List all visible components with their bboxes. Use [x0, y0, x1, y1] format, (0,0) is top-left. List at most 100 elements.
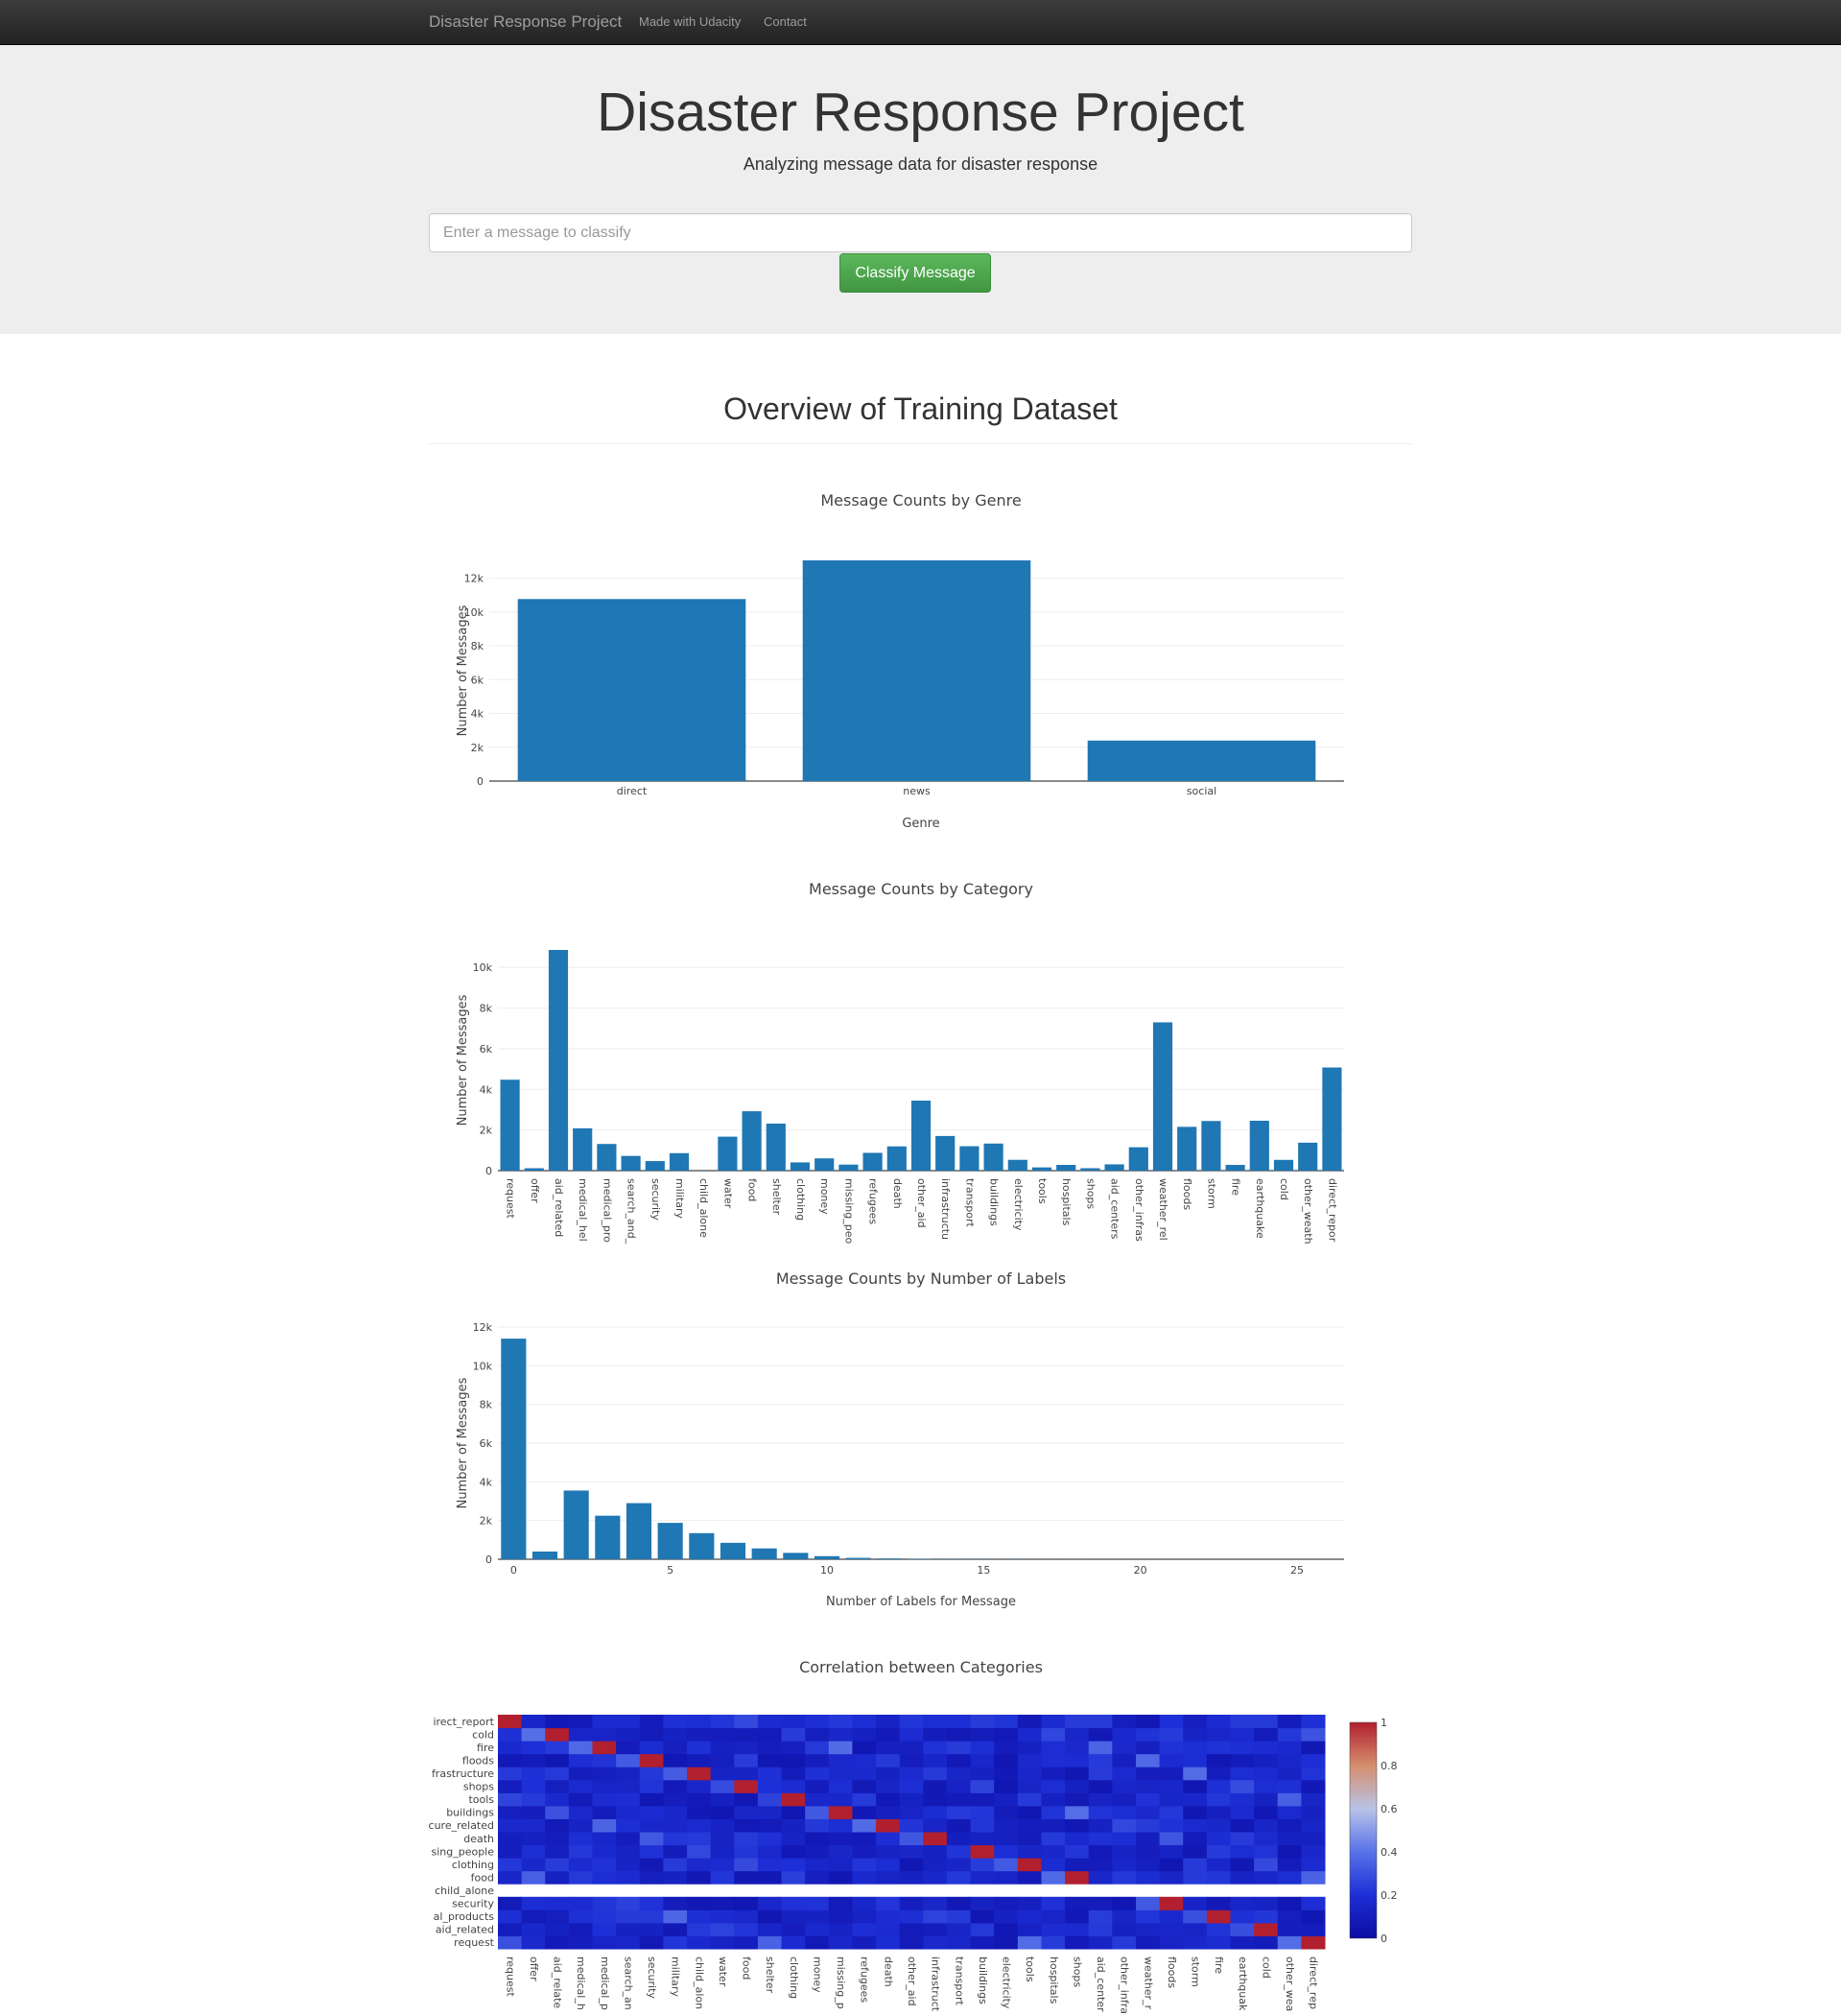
heatmap-cell	[710, 1935, 735, 1950]
heatmap-cell	[828, 1792, 853, 1807]
heatmap-cell	[852, 1844, 877, 1859]
x-tick-label: missing_peo	[842, 1178, 855, 1244]
y-tick-label: 6k	[480, 1043, 493, 1055]
heatmap-cell	[663, 1805, 688, 1819]
heatmap-cell	[1230, 1870, 1255, 1885]
x-tick-label: security	[646, 1957, 658, 1999]
bar	[910, 1101, 932, 1171]
heatmap-cell	[616, 1922, 641, 1936]
navbar-brand[interactable]: Disaster Response Project	[429, 12, 623, 31]
heatmap-cell	[521, 1935, 546, 1950]
x-tick-label: child_alone	[697, 1178, 710, 1238]
heatmap-cell	[592, 1909, 617, 1924]
section-divider	[429, 443, 1412, 444]
heatmap-cell	[687, 1818, 712, 1833]
heatmap-cell	[828, 1715, 853, 1729]
heatmap-cell	[899, 1792, 924, 1807]
heatmap-cell	[1277, 1935, 1302, 1950]
heatmap-cell	[1254, 1858, 1279, 1872]
heatmap-cell	[994, 1753, 1019, 1767]
heatmap-cell	[994, 1741, 1019, 1755]
classify-message-button[interactable]: Classify Message	[839, 253, 991, 293]
heatmap-cell	[1041, 1753, 1066, 1767]
heatmap-cell	[616, 1896, 641, 1910]
y-tick-label: 10k	[473, 961, 493, 974]
heatmap-cell	[592, 1715, 617, 1729]
chart-title: Message Counts by Number of Labels	[776, 1269, 1066, 1288]
heatmap-cell	[639, 1858, 664, 1872]
x-tick-label: other_infra	[1119, 1957, 1131, 2014]
heatmap-cell	[1088, 1909, 1113, 1924]
heatmap-cell	[1159, 1858, 1184, 1872]
heatmap-cell	[568, 1909, 594, 1924]
x-tick-label: 0	[510, 1564, 517, 1577]
heatmap-cell	[1135, 1741, 1161, 1755]
heatmap-cell	[970, 1832, 995, 1846]
heatmap-cell	[876, 1767, 901, 1781]
heatmap-cell	[1183, 1844, 1208, 1859]
colorbar-tick-label: 1	[1381, 1717, 1387, 1729]
heatmap-cell	[852, 1896, 877, 1910]
message-input[interactable]	[429, 213, 1412, 252]
heatmap-cell	[1254, 1844, 1279, 1859]
heatmap-cell	[1065, 1909, 1090, 1924]
heatmap-cell	[852, 1805, 877, 1819]
heatmap-cell	[1065, 1922, 1090, 1936]
heatmap-cell	[1112, 1896, 1137, 1910]
heatmap-cell	[1088, 1741, 1113, 1755]
heatmap-cell	[734, 1935, 759, 1950]
y-tick-label: 4k	[471, 708, 484, 721]
heatmap-cell	[1017, 1844, 1042, 1859]
heatmap-cell	[687, 1792, 712, 1807]
heatmap-cell	[1088, 1858, 1113, 1872]
heatmap-cell	[639, 1935, 664, 1950]
y-tick-label: 8k	[471, 640, 484, 652]
heatmap-cell	[1301, 1858, 1326, 1872]
heatmap-cell	[1112, 1858, 1137, 1872]
heatmap-cell	[521, 1922, 546, 1936]
heatmap-cell	[1159, 1935, 1184, 1950]
heatmap-cell	[805, 1909, 830, 1924]
heatmap-cell	[994, 1727, 1019, 1742]
heatmap-cell	[1254, 1870, 1279, 1885]
heatmap-cell	[828, 1741, 853, 1755]
heatmap-cell	[545, 1715, 570, 1729]
heatmap-cell	[1041, 1909, 1066, 1924]
heatmap-cell	[757, 1818, 783, 1833]
heatmap-cell	[1301, 1844, 1326, 1859]
x-tick-label: buildings	[988, 1178, 1001, 1226]
heatmap-cell	[852, 1779, 877, 1793]
heatmap-cell	[876, 1896, 901, 1910]
heatmap-cell	[781, 1896, 806, 1910]
heatmap-cell	[710, 1727, 735, 1742]
heatmap-cell	[639, 1767, 664, 1781]
heatmap-cell	[639, 1818, 664, 1833]
heatmap-cell	[1230, 1844, 1255, 1859]
heatmap-cell	[1112, 1935, 1137, 1950]
heatmap-cell	[1183, 1767, 1208, 1781]
bar	[1104, 1164, 1124, 1171]
heatmap-cell	[1065, 1715, 1090, 1729]
heatmap-cell	[1112, 1741, 1137, 1755]
heatmap-cell	[1206, 1818, 1231, 1833]
heatmap-cell	[805, 1896, 830, 1910]
heatmap-cell	[1159, 1779, 1184, 1793]
heatmap-cell	[1277, 1805, 1302, 1819]
heatmap-cell	[687, 1922, 712, 1936]
heatmap-cell	[1112, 1805, 1137, 1819]
heatmap-cell	[687, 1832, 712, 1846]
heatmap-cell	[734, 1715, 759, 1729]
heatmap-cell	[1230, 1727, 1255, 1742]
x-tick-label: social	[1187, 785, 1216, 797]
heatmap-cell	[1254, 1715, 1279, 1729]
heatmap-cell	[521, 1792, 546, 1807]
y-tick-label: sing_people	[431, 1845, 494, 1858]
heatmap-cell	[1254, 1935, 1279, 1950]
nav-link-contact[interactable]: Contact	[764, 14, 807, 29]
nav-link-udacity[interactable]: Made with Udacity	[639, 14, 742, 29]
heatmap-cell	[923, 1870, 948, 1885]
heatmap-cell	[876, 1753, 901, 1767]
heatmap-cell	[1206, 1767, 1231, 1781]
x-tick-label: other_weath	[1302, 1178, 1314, 1245]
colorbar-tick-label: 0.6	[1381, 1803, 1398, 1815]
